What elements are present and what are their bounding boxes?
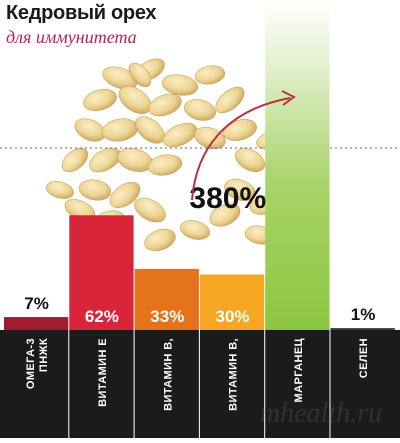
value-label: 30%	[215, 307, 249, 326]
bar-2	[69, 215, 134, 330]
pine-nut-icon	[161, 74, 199, 96]
pine-nut-icon	[147, 154, 183, 176]
value-label: 380%	[189, 182, 266, 215]
pine-nut-icon	[148, 93, 182, 117]
bars-group	[4, 0, 395, 331]
pine-nut-icon	[194, 126, 226, 150]
value-label: 7%	[24, 294, 49, 313]
pine-nuts-illustration	[46, 58, 293, 252]
bar-4	[199, 274, 265, 330]
value-label: 62%	[85, 307, 119, 326]
category-label: ВИТАМИН B,	[228, 338, 240, 411]
category-separators	[68, 330, 331, 438]
category-label: ВИТАМИН B,	[162, 338, 174, 411]
pine-nut-icon	[101, 118, 139, 142]
pine-nut-icon	[224, 178, 256, 202]
pine-nut-icon	[78, 179, 112, 201]
pine-nut-icon	[134, 197, 166, 223]
value-label: 33%	[150, 307, 184, 326]
pine-nut-icon	[234, 147, 266, 173]
arrow-head-icon	[281, 90, 296, 106]
bar-3	[134, 268, 199, 330]
pine-nut-icon	[209, 203, 241, 227]
page-title: Кедровый орех	[6, 2, 157, 24]
category-label: ВИТАМИН Е	[97, 338, 109, 407]
pine-nut-icon	[162, 122, 198, 148]
pine-nut-icon	[102, 66, 138, 90]
bar-5	[265, 0, 330, 330]
pine-nut-icon	[83, 89, 117, 111]
category-band	[0, 330, 400, 438]
pine-nut-icon	[144, 228, 176, 252]
watermark: mhealth.ru	[259, 398, 382, 429]
bar-1	[4, 317, 69, 331]
pine-nut-icon	[61, 147, 89, 173]
page-subtitle: для иммунитета	[6, 27, 137, 47]
pine-nut-icon	[215, 86, 245, 114]
value-labels: 7% 62% 33% 30% 380% 1%	[24, 182, 375, 326]
pine-nut-icon	[184, 99, 216, 121]
pine-nut-icon	[128, 62, 152, 88]
value-label: 1%	[351, 305, 376, 324]
category-label: МАРГАНЕЦ	[293, 338, 305, 402]
category-labels: ОМЕГА-3ПНЖК ВИТАМИН Е ВИТАМИН B, ВИТАМИН B,…	[25, 338, 370, 411]
bar-6	[330, 328, 395, 330]
pine-nut-icon	[46, 181, 74, 199]
arrow-icon	[191, 97, 291, 201]
pine-nut-icon	[109, 181, 141, 209]
pine-nut-icon	[180, 220, 210, 240]
pine-nut-icon	[223, 119, 257, 141]
category-label: ОМЕГА-3ПНЖК	[25, 338, 50, 389]
pine-nut-icon	[194, 65, 226, 85]
category-label: СЕЛЕН	[358, 338, 370, 378]
